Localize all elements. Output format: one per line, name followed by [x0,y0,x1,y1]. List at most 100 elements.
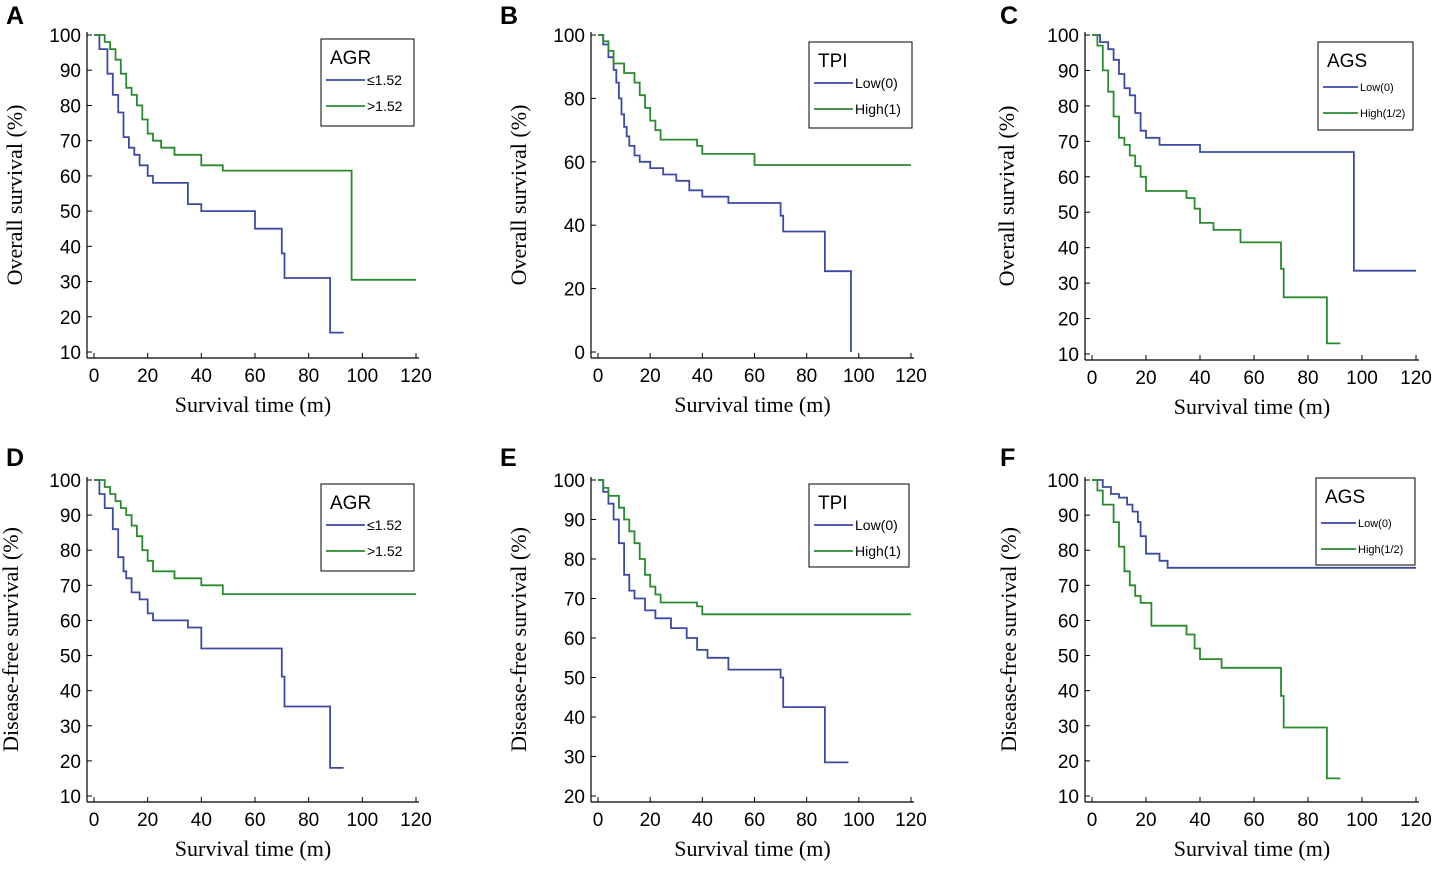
series-line-high [598,34,911,166]
x-axis-title: Survival time (m) [674,392,830,417]
y-tick-label: 40 [1058,682,1079,703]
x-tick-label: 20 [640,366,661,387]
x-axis-title: Survival time (m) [674,836,830,861]
y-tick-label: 50 [60,647,81,668]
legend-entry-label: >1.52 [367,98,403,114]
series-line-high [1092,34,1341,345]
series-line-low [94,34,344,334]
y-tick-label: 50 [1058,203,1079,224]
y-tick-label: 60 [60,167,81,188]
y-tick-label: 90 [1058,61,1079,82]
legend-entry-label: Low(0) [855,517,898,533]
y-axis-title: Disease-free survival (%) [0,527,23,752]
legend: AGR ≤1.52 >1.52 [320,38,415,127]
x-tick-label: 100 [1346,368,1378,389]
x-tick-label: 40 [191,810,212,831]
y-axis-title: Disease-free survival (%) [996,527,1021,752]
legend-box [1315,477,1416,566]
x-tick-label: 40 [1189,368,1210,389]
x-tick-label: 60 [744,366,765,387]
legend-entry-label: >1.52 [367,543,403,559]
series-line-high [94,34,416,281]
y-tick-label: 90 [1058,506,1079,527]
legend-box [320,38,415,127]
legend-entry-label: Low(0) [855,75,898,91]
y-tick-label: 20 [564,280,585,301]
y-tick-label: 60 [564,629,585,650]
y-tick-label: 30 [564,748,585,769]
x-axis-title: Survival time (m) [175,392,331,417]
y-tick-label: 50 [1058,647,1079,668]
series-line-low [1092,479,1416,569]
x-tick-label: 100 [843,366,875,387]
x-tick-label: 80 [1297,810,1318,831]
legend-entry-label: ≤1.52 [367,72,402,88]
y-tick-label: 80 [564,89,585,110]
legend-entry-label: High(1/2) [1358,544,1403,556]
y-tick-label: 70 [60,132,81,153]
y-tick-label: 100 [49,471,81,492]
x-tick-label: 60 [1243,810,1264,831]
x-axis-title: Survival time (m) [1174,394,1330,419]
y-axis-title: Disease-free survival (%) [506,527,531,752]
x-tick-label: 100 [1346,810,1378,831]
legend: AGS Low(0) High(1/2) [1315,477,1416,566]
y-tick-label: 50 [60,202,81,223]
y-tick-label: 40 [564,216,585,237]
y-axis-title: Overall survival (%) [506,105,531,286]
x-tick-label: 80 [1297,368,1318,389]
y-tick-label: 30 [1058,274,1079,295]
series-line-low [1092,34,1416,272]
panel-letter: C [1000,2,1018,30]
series-line-high [598,479,911,616]
legend-title: TPI [818,51,848,72]
x-tick-label: 20 [137,810,158,831]
x-tick-label: 20 [640,810,661,831]
x-tick-label: 0 [89,366,100,387]
legend-title: TPI [818,493,848,514]
legend-entry-label: High(1/2) [1360,108,1405,120]
x-tick-label: 40 [692,810,713,831]
legend: TPI Low(0) High(1) [808,483,910,568]
series-line-low [94,479,344,769]
y-tick-label: 70 [1058,576,1079,597]
panel-letter: E [500,444,517,472]
y-tick-label: 20 [564,787,585,808]
x-tick-label: 20 [137,366,158,387]
x-tick-label: 100 [346,810,378,831]
x-tick-label: 0 [89,810,100,831]
y-tick-label: 30 [1058,717,1079,738]
y-tick-label: 30 [60,273,81,294]
y-tick-label: 100 [553,26,585,47]
legend-box [1317,41,1414,131]
y-tick-label: 100 [1047,471,1079,492]
x-tick-label: 100 [843,810,875,831]
y-tick-label: 10 [60,343,81,364]
x-tick-label: 20 [1135,368,1156,389]
x-tick-label: 40 [191,366,212,387]
legend-title: AGS [1325,487,1365,508]
series-line-high [1092,479,1341,780]
y-tick-label: 20 [1058,310,1079,331]
series-line-low [598,479,849,764]
x-axis-title: Survival time (m) [175,836,331,861]
y-tick-label: 90 [564,511,585,532]
legend-title: AGR [330,493,371,514]
y-tick-label: 20 [1058,752,1079,773]
y-tick-label: 100 [1047,26,1079,47]
y-tick-label: 10 [60,787,81,808]
y-tick-label: 90 [60,61,81,82]
y-tick-label: 40 [60,682,81,703]
y-tick-label: 60 [1058,168,1079,189]
panel-c: C 0 20 40 60 80 100 120 10 20 30 40 50 60 70 80 90 100 Sur… [994,2,1432,419]
x-tick-label: 40 [692,366,713,387]
x-tick-label: 60 [244,366,265,387]
y-tick-label: 70 [1058,132,1079,153]
legend-entry-label: ≤1.52 [367,517,402,533]
y-tick-label: 60 [1058,611,1079,632]
legend-entry-label: High(1) [855,543,901,559]
x-tick-label: 120 [400,810,432,831]
x-tick-label: 40 [1189,810,1210,831]
y-tick-label: 20 [60,308,81,329]
x-tick-label: 0 [1087,368,1098,389]
